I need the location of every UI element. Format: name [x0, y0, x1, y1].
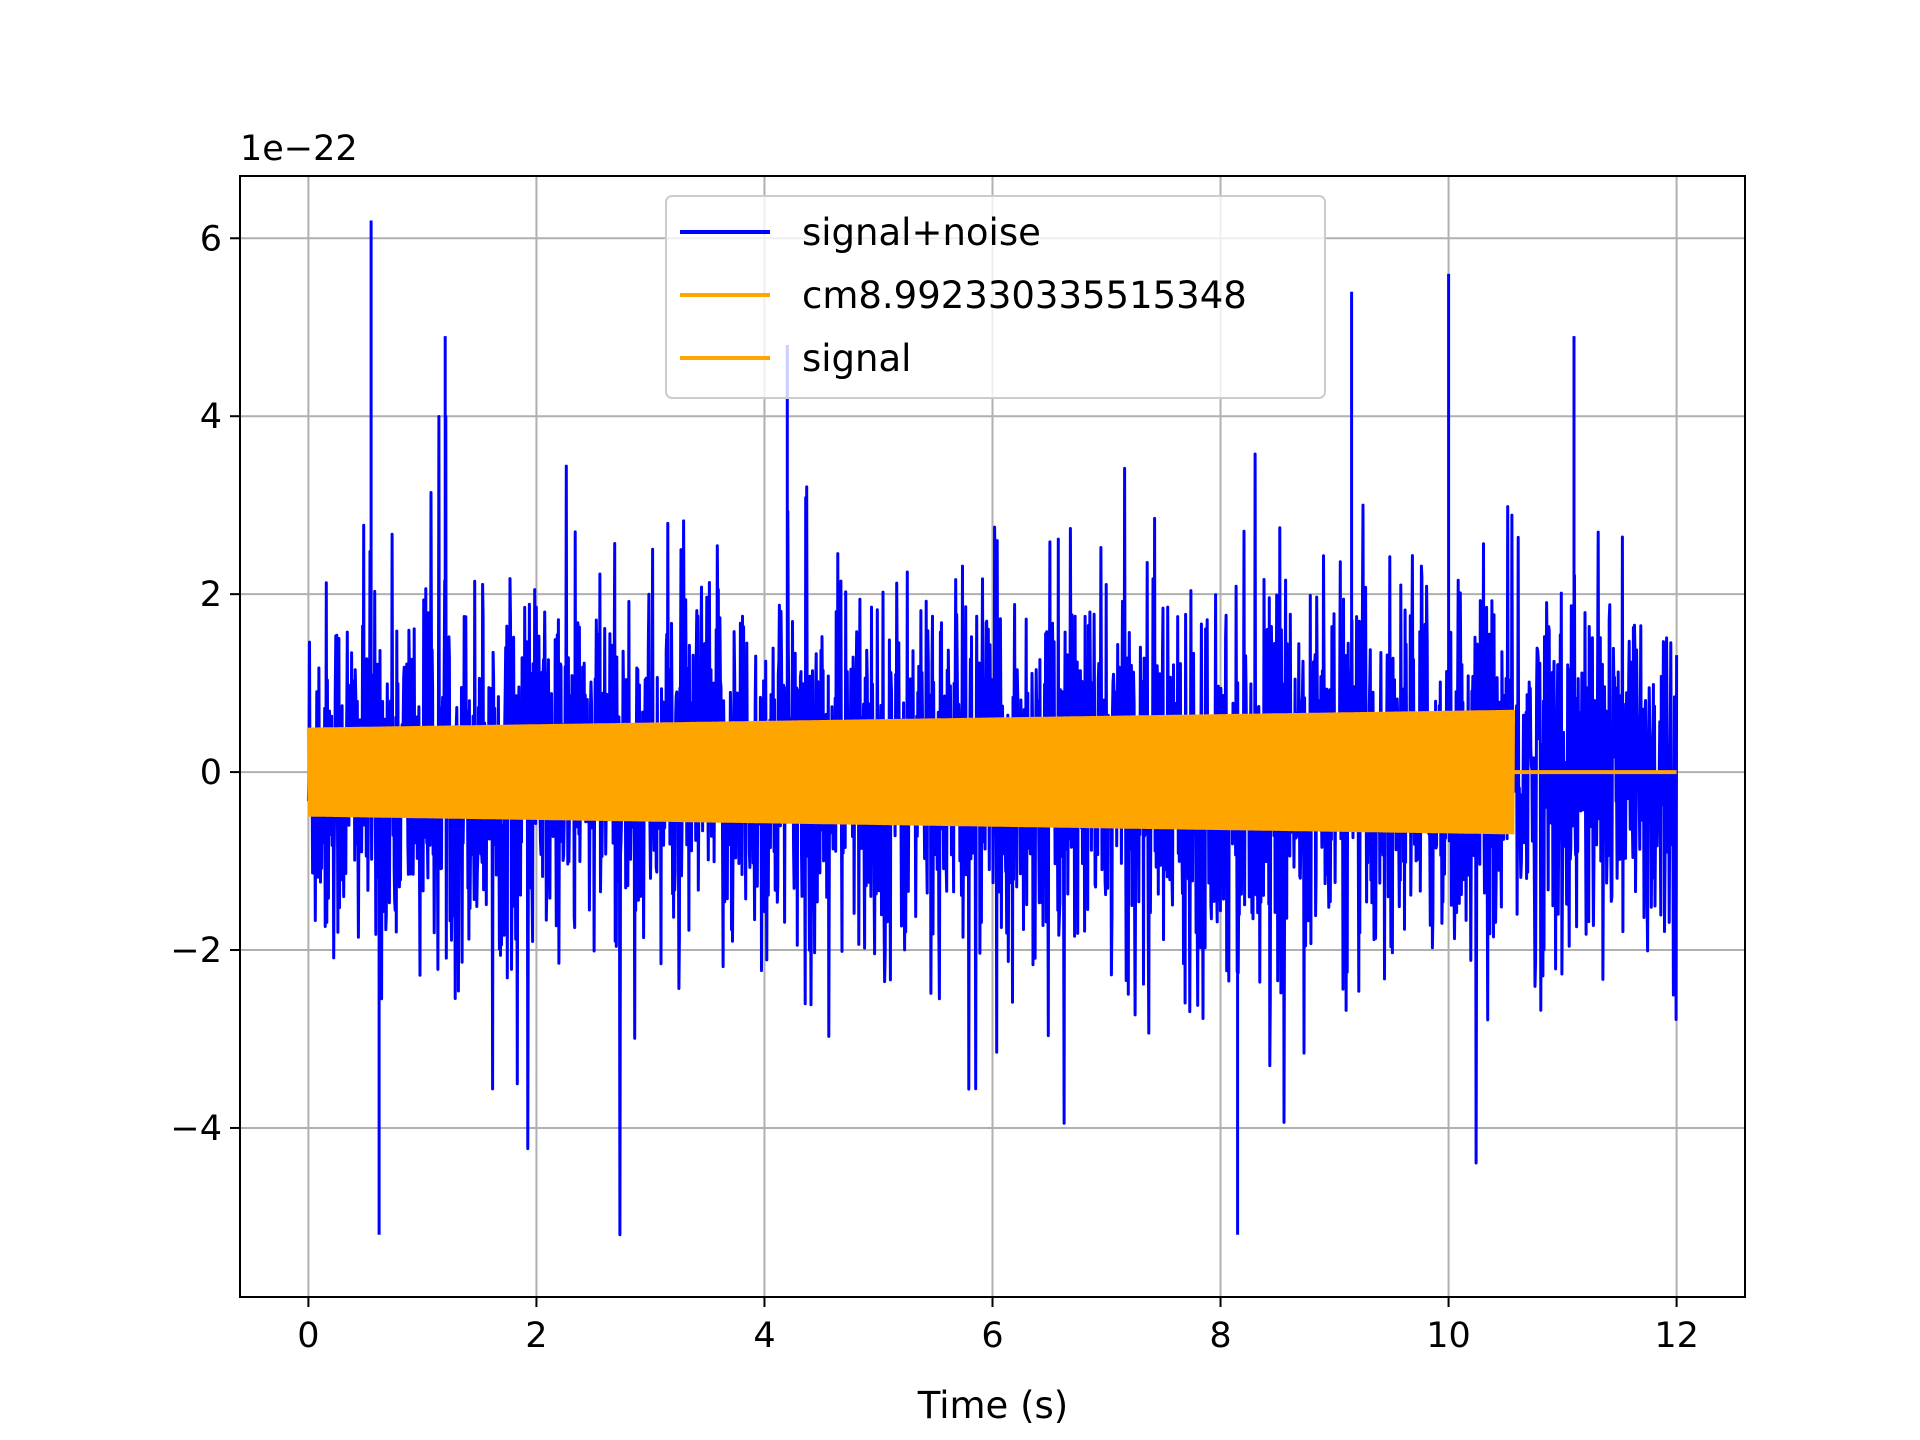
axis-ticks: 0 2 4 6 8 10 12 −4 −2 0 2 4 6 — [170, 219, 1698, 1356]
y-tick-label: 0 — [200, 753, 222, 793]
y-tick-label: 2 — [200, 575, 222, 615]
y-tick-label: −2 — [170, 931, 222, 971]
x-tick-label: 6 — [981, 1316, 1003, 1356]
y-tick-label: 6 — [200, 219, 222, 259]
x-tick-label: 2 — [525, 1316, 547, 1356]
x-tick-label: 10 — [1426, 1316, 1471, 1356]
x-tick-label: 0 — [297, 1316, 319, 1356]
series-cm — [306, 709, 1515, 835]
legend: signal+noise cm8.992330335515348 signal — [665, 195, 1326, 399]
y-offset-label: 1e−22 — [240, 129, 358, 169]
x-tick-label: 8 — [1209, 1316, 1231, 1356]
plot-series — [306, 220, 1679, 1237]
series-signal-noise-peaks — [369, 220, 1576, 1235]
x-axis-label: Time (s) — [917, 1384, 1068, 1427]
legend-label-signal: signal — [802, 337, 911, 380]
x-tick-label: 4 — [753, 1316, 775, 1356]
y-tick-label: −4 — [170, 1109, 222, 1149]
x-tick-label: 12 — [1654, 1316, 1699, 1356]
legend-box — [665, 195, 1326, 399]
y-tick-label: 4 — [200, 397, 222, 437]
legend-label-cm: cm8.992330335515348 — [802, 274, 1247, 317]
legend-label-signal-noise: signal+noise — [802, 211, 1041, 254]
